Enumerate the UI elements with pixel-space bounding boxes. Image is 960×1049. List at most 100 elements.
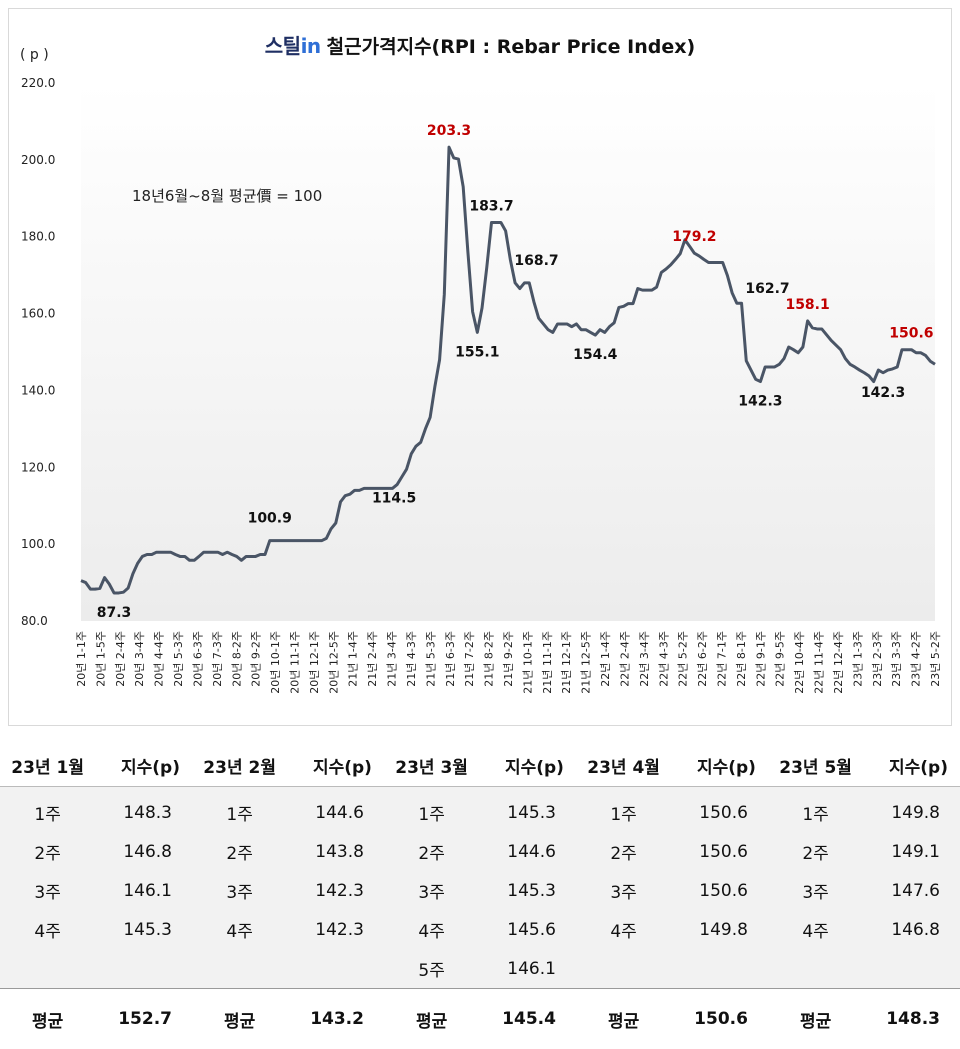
x-tick-label: 23년 2-3주 (871, 631, 884, 687)
y-axis-unit: ( p ) (20, 47, 49, 63)
x-tick-label: 22년 5-2주 (677, 631, 690, 687)
value-header: 지수(p) (287, 744, 384, 787)
week-cell: 4주 (0, 910, 95, 949)
data-label: 154.4 (573, 347, 618, 363)
avg-value: 148.3 (863, 989, 960, 1049)
data-label: 87.3 (97, 605, 132, 621)
value-cell: 146.1 (95, 871, 192, 910)
week-cell: 4주 (768, 910, 863, 949)
avg-value: 152.7 (95, 989, 192, 1049)
x-tick-label: 21년 6-3주 (444, 631, 457, 687)
x-tick-label: 22년 2-4주 (618, 631, 631, 687)
y-tick-label: 100.0 (21, 537, 55, 551)
value-cell (287, 949, 384, 989)
value-cell: 145.3 (479, 793, 576, 832)
week-cell: 4주 (384, 910, 479, 949)
x-tick-label: 20년 7-3주 (211, 631, 224, 687)
data-label: 150.6 (889, 326, 933, 342)
week-cell: 1주 (768, 793, 863, 832)
value-cell: 146.1 (479, 949, 576, 989)
x-tick-label: 23년 4-2주 (910, 631, 923, 687)
avg-label: 평균 (192, 989, 287, 1049)
month-header: 23년 4월 (576, 744, 671, 787)
chart-svg: 80.0100.0120.0140.0160.0180.0200.0220.02… (9, 9, 953, 727)
week-cell (0, 949, 95, 989)
week-cell: 3주 (576, 871, 671, 910)
x-tick-label: 21년 12-1주 (560, 631, 573, 694)
week-cell: 4주 (192, 910, 287, 949)
value-cell: 146.8 (95, 832, 192, 871)
value-cell: 142.3 (287, 871, 384, 910)
data-label: 142.3 (738, 394, 782, 410)
logo-in-text: in (301, 34, 321, 58)
avg-label: 평균 (576, 989, 671, 1049)
x-tick-label: 22년 4-3주 (657, 631, 670, 687)
avg-value: 145.4 (479, 989, 576, 1049)
x-tick-label: 23년 5-2주 (929, 631, 942, 687)
x-tick-label: 20년 11-1주 (289, 631, 302, 694)
x-tick-label: 21년 4-3주 (405, 631, 418, 687)
data-label: 162.7 (745, 281, 789, 297)
week-cell: 1주 (192, 793, 287, 832)
week-cell: 2주 (576, 832, 671, 871)
plot-area (81, 83, 935, 621)
avg-label: 평균 (384, 989, 479, 1049)
x-tick-label: 21년 11-1주 (541, 631, 554, 694)
x-tick-label: 20년 10-1주 (269, 631, 282, 694)
x-tick-label: 22년 11-4주 (813, 631, 826, 694)
x-tick-label: 22년 1-4주 (599, 631, 612, 687)
table-row: 5주 146.1 (0, 949, 960, 989)
value-cell: 150.6 (671, 832, 768, 871)
x-tick-label: 20년 5-3주 (172, 631, 185, 687)
value-cell: 147.6 (863, 871, 960, 910)
x-tick-label: 22년 9-1주 (754, 631, 767, 687)
x-tick-label: 22년 10-4주 (793, 631, 806, 694)
x-tick-label: 20년 4-4주 (153, 631, 166, 687)
week-cell (192, 949, 287, 989)
x-tick-label: 22년 9-5주 (774, 631, 787, 687)
y-tick-label: 80.0 (21, 614, 48, 628)
x-tick-label: 21년 7-2주 (463, 631, 476, 687)
base-note: 18년6월~8월 평균價 = 100 (132, 185, 322, 206)
avg-value: 150.6 (671, 989, 768, 1049)
data-label: 158.1 (785, 297, 829, 313)
x-tick-label: 21년 3-4주 (386, 631, 399, 687)
week-cell (576, 949, 671, 989)
data-label: 100.9 (248, 511, 292, 527)
y-tick-label: 180.0 (21, 230, 55, 244)
table-row: 3주 146.1 3주 142.3 3주 145.3 3주 150.6 3주 1… (0, 871, 960, 910)
x-tick-label: 21년 10-1주 (521, 631, 534, 694)
value-header: 지수(p) (95, 744, 192, 787)
value-cell: 144.6 (479, 832, 576, 871)
x-tick-label: 20년 1-5주 (94, 631, 107, 687)
value-cell: 148.3 (95, 793, 192, 832)
month-header: 23년 5월 (768, 744, 863, 787)
month-header: 23년 2월 (192, 744, 287, 787)
x-tick-label: 22년 7-1주 (716, 631, 729, 687)
title-text: 철근가격지수(RPI : Rebar Price Index) (327, 36, 696, 58)
value-cell: 143.8 (287, 832, 384, 871)
data-label: 168.7 (514, 253, 558, 269)
value-cell: 150.6 (671, 871, 768, 910)
value-cell: 144.6 (287, 793, 384, 832)
week-cell: 2주 (384, 832, 479, 871)
avg-label: 평균 (0, 989, 95, 1049)
y-tick-label: 120.0 (21, 460, 55, 474)
x-tick-label: 21년 1-4주 (347, 631, 360, 687)
value-cell: 149.1 (863, 832, 960, 871)
monthly-index-table: 23년 1월 지수(p) 23년 2월 지수(p) 23년 3월 지수(p) 2… (0, 744, 960, 1049)
average-row: 평균 152.7 평균 143.2 평균 145.4 평균 150.6 평균 1… (0, 989, 960, 1049)
week-cell: 4주 (576, 910, 671, 949)
x-tick-label: 20년 12-5주 (327, 631, 340, 694)
week-cell: 1주 (576, 793, 671, 832)
x-tick-label: 23년 3-3주 (890, 631, 903, 687)
x-tick-label: 21년 5-3주 (424, 631, 437, 687)
data-label: 146.8 (916, 9, 953, 13)
value-cell: 145.6 (479, 910, 576, 949)
x-tick-label: 23년 1-3주 (851, 631, 864, 687)
avg-value: 143.2 (287, 989, 384, 1049)
value-cell: 150.6 (671, 793, 768, 832)
value-cell: 146.8 (863, 910, 960, 949)
data-label: 142.3 (861, 385, 905, 401)
